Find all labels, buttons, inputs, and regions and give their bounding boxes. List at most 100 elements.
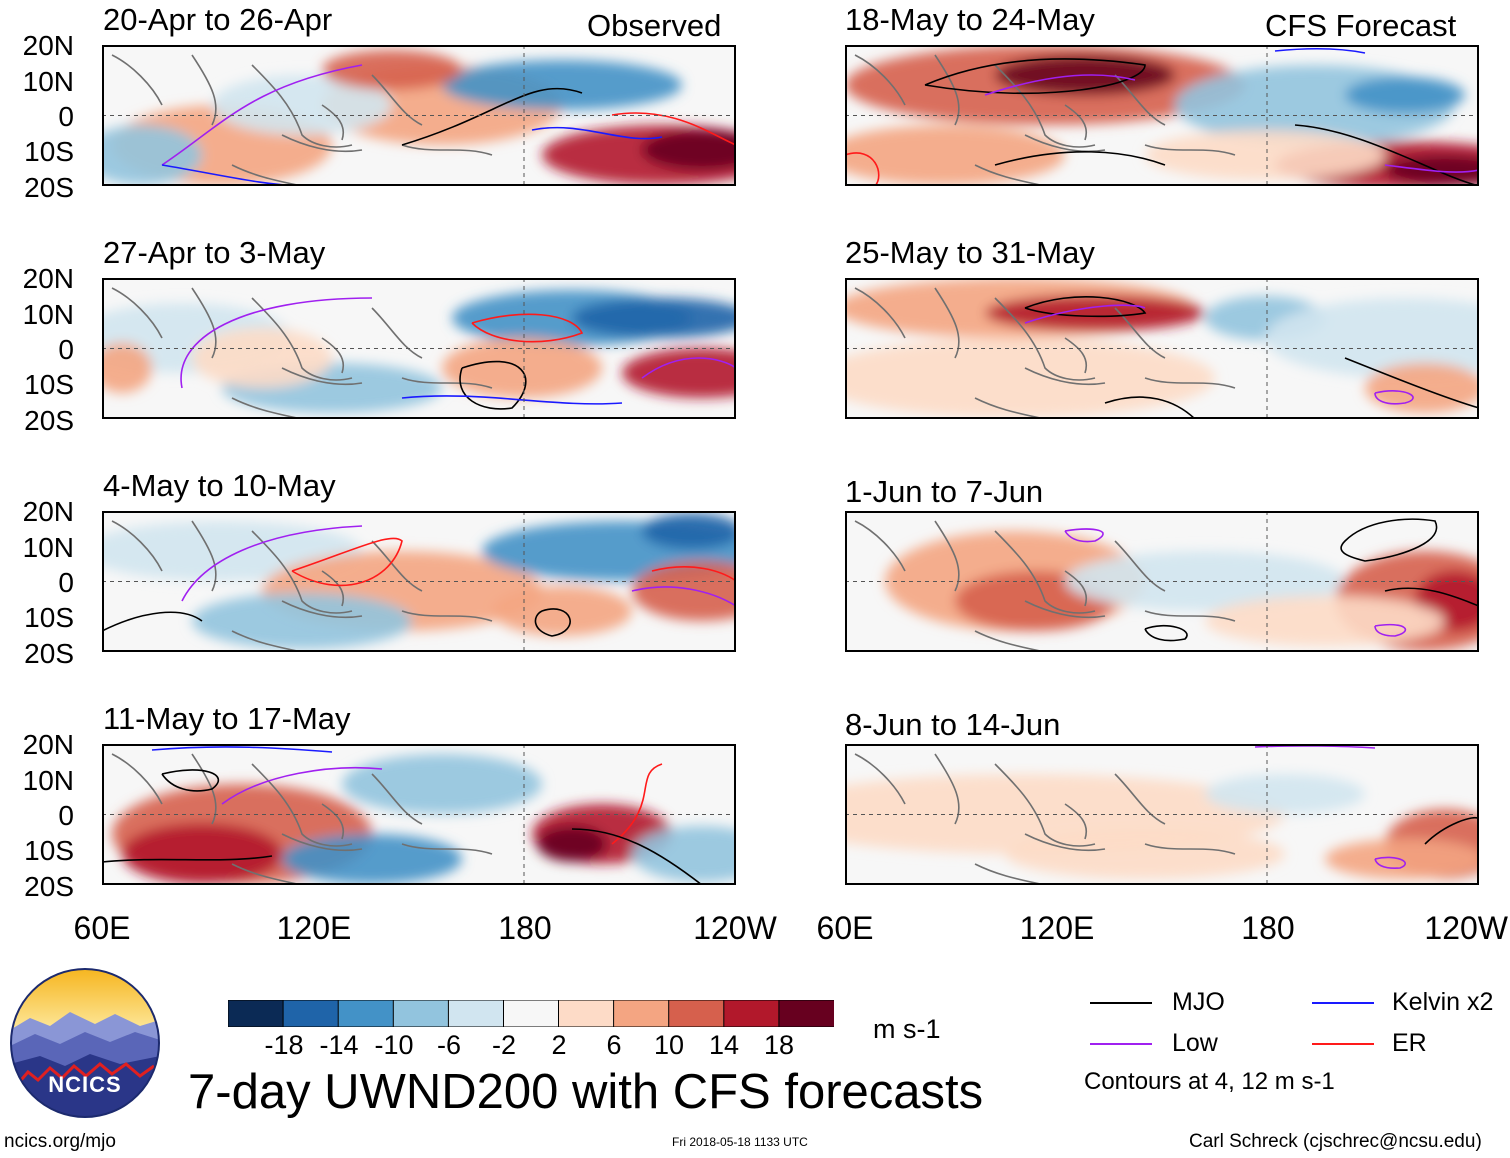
map-panel-fcst-4 (845, 744, 1479, 885)
lon-label-right: 120W (1424, 910, 1508, 946)
anomaly-field (537, 826, 607, 862)
anomaly-field (1005, 829, 1285, 879)
legend-label-er: ER (1392, 1029, 1427, 1057)
lat-label: 10S (24, 369, 74, 400)
colorbar-tick: 18 (763, 1030, 795, 1060)
wave-contour (1344, 357, 1479, 409)
map-frame (845, 511, 1479, 652)
coastline (854, 520, 1236, 652)
footer-url[interactable]: ncics.org/mjo (4, 1131, 116, 1152)
colorbar-swatch (613, 999, 670, 1028)
lat-label: 20N (22, 263, 74, 294)
lat-label: 10N (22, 66, 74, 97)
anomaly-field (572, 298, 736, 338)
anomaly-field (1205, 596, 1445, 646)
wave-contour (1374, 856, 1407, 869)
footer-timestamp: Fri 2018-05-18 1133 UTC (672, 1135, 808, 1149)
lat-label: 20S (24, 871, 74, 902)
legend-label-low: Low (1172, 1029, 1218, 1057)
lat-label: 10S (24, 136, 74, 167)
anomaly-field (622, 348, 736, 398)
legend-note: Contours at 4, 12 m s-1 (1084, 1068, 1335, 1095)
coastline (111, 54, 493, 186)
wave-contour (151, 746, 333, 753)
wave-contour (1104, 396, 1196, 419)
wave-contour (161, 64, 363, 166)
lat-label: 10S (24, 835, 74, 866)
coastline (854, 753, 1236, 885)
lon-label-left: 120W (693, 910, 777, 946)
colorbar-swatch (282, 999, 340, 1028)
anomaly-field (442, 60, 682, 110)
anomaly-field (212, 75, 392, 135)
colorbar-tick: -2 (491, 1030, 516, 1060)
panel-title-obs-3: 4-May to 10-May (103, 468, 336, 503)
anomaly-field (1265, 298, 1479, 378)
legend-swatch-er (1312, 1043, 1374, 1045)
wave-contour (221, 766, 383, 805)
lat-label: 20N (22, 496, 74, 527)
anomaly-field (1345, 77, 1465, 113)
coastline (854, 287, 1236, 419)
map-frame (845, 744, 1479, 885)
cfs-forecast-label: CFS Forecast (1265, 8, 1457, 43)
lat-label: 20S (24, 638, 74, 669)
wave-contour (401, 87, 583, 146)
wave-contour (1274, 48, 1366, 54)
anomaly-field (985, 295, 1205, 331)
lon-label-left: 180 (498, 910, 552, 946)
coastline (111, 287, 493, 419)
colorbar-tick: -18 (264, 1030, 304, 1060)
map-panel-fcst-3 (845, 511, 1479, 652)
panel-title-fcst-2: 25-May to 31-May (845, 235, 1095, 270)
wave-contour (1294, 124, 1479, 186)
colorbar (227, 999, 836, 1028)
lon-label-right: 180 (1241, 910, 1295, 946)
anomaly-field (1205, 774, 1365, 814)
map-panel-fcst-1 (845, 45, 1479, 186)
wave-contour (1064, 528, 1104, 543)
wave-contour (102, 611, 203, 632)
map-frame (102, 744, 736, 885)
lat-label: 20S (24, 172, 74, 203)
wave-contour (459, 360, 527, 410)
anomaly-field (282, 834, 462, 884)
lat-label: 20N (22, 30, 74, 61)
anomaly-field (642, 513, 736, 549)
lon-label-left: 60E (73, 910, 131, 946)
colorbar-swatch (778, 999, 836, 1028)
legend-label-kelvin: Kelvin x2 (1392, 988, 1494, 1016)
wave-contour (471, 313, 584, 343)
wave-contour (1024, 304, 1146, 324)
lon-label-left: 120E (276, 910, 352, 946)
anomaly-field (845, 125, 1065, 185)
panel-title-obs-4: 11-May to 17-May (103, 701, 351, 736)
colorbar-tick: -10 (374, 1030, 414, 1060)
panel-title-fcst-4: 8-Jun to 14-Jun (845, 707, 1061, 742)
map-frame (845, 278, 1479, 419)
anomaly-field (192, 593, 412, 649)
footer-credit: Carl Schreck (cjschrec@ncsu.edu) (1189, 1131, 1482, 1152)
anomaly-field (442, 338, 602, 398)
wave-contour (845, 152, 880, 186)
map-panel-obs-3 (102, 511, 736, 652)
wave-contour (534, 608, 571, 637)
logo-text: NCICS (48, 1072, 122, 1097)
lat-label: 10S (24, 602, 74, 633)
map-frame (102, 45, 736, 186)
observed-label: Observed (587, 8, 722, 43)
wave-contour (994, 151, 1166, 166)
wave-contour (401, 395, 623, 405)
colorbar-swatch (503, 999, 560, 1028)
lat-label: 10N (22, 765, 74, 796)
legend-swatch-low (1090, 1043, 1152, 1045)
colorbar-tick: 14 (708, 1030, 740, 1060)
wave-contour (1024, 296, 1147, 318)
wave-contour (180, 297, 373, 389)
lat-label: 20S (24, 405, 74, 436)
anomaly-field (102, 343, 152, 393)
map-frame (102, 511, 736, 652)
lat-label: 10N (22, 532, 74, 563)
wave-contour (611, 112, 736, 146)
wave-contour (1340, 518, 1438, 562)
